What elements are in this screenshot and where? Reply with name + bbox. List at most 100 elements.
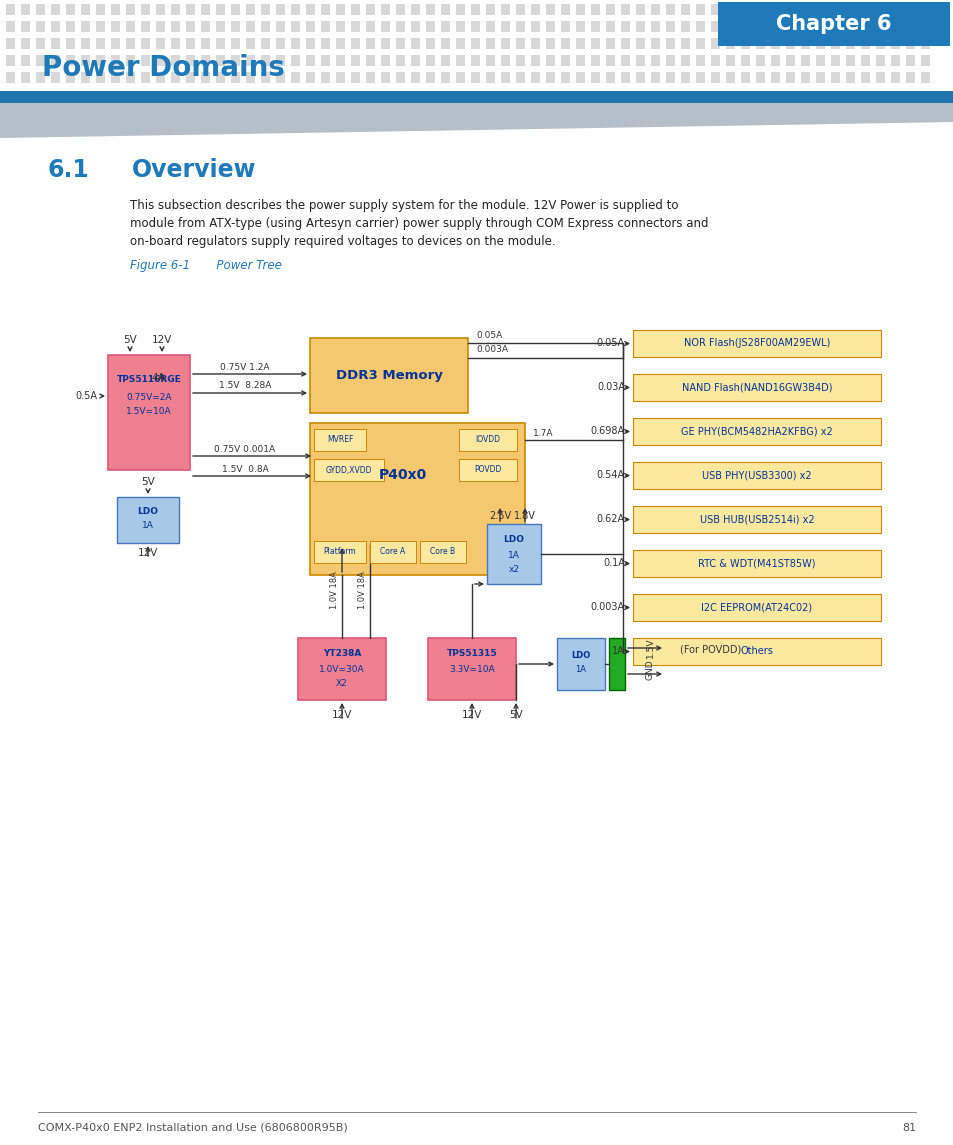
Bar [306, 38, 314, 49]
Bar [725, 21, 734, 32]
Text: USB HUB(USB2514i) x2: USB HUB(USB2514i) x2 [699, 514, 814, 524]
Text: TPS5116RGE: TPS5116RGE [116, 376, 181, 385]
Text: 0.1A: 0.1A [602, 559, 624, 569]
Bar [456, 72, 464, 82]
Bar [335, 38, 345, 49]
Bar [485, 3, 495, 15]
Bar [725, 55, 734, 66]
Bar [861, 3, 869, 15]
Bar [576, 72, 584, 82]
Bar [426, 3, 435, 15]
Bar [875, 38, 884, 49]
Bar [335, 3, 345, 15]
Bar [576, 21, 584, 32]
Bar [310, 423, 524, 575]
Bar [696, 55, 704, 66]
Text: 0.5A: 0.5A [75, 390, 97, 401]
Bar [785, 38, 794, 49]
Bar [590, 55, 599, 66]
Bar [246, 55, 254, 66]
Bar [875, 55, 884, 66]
Bar [620, 38, 629, 49]
Bar [261, 72, 270, 82]
Text: IOVDD: IOVDD [475, 435, 500, 444]
Bar [456, 21, 464, 32]
Bar [605, 38, 615, 49]
Bar [485, 38, 495, 49]
Bar [111, 72, 120, 82]
Bar [486, 524, 540, 584]
Bar [66, 21, 75, 32]
Bar [516, 3, 524, 15]
Bar [314, 459, 384, 481]
Polygon shape [0, 103, 953, 139]
Text: 0.75V 0.001A: 0.75V 0.001A [214, 444, 275, 453]
Bar [560, 72, 569, 82]
Bar [560, 38, 569, 49]
Bar [171, 3, 180, 15]
Bar [740, 3, 749, 15]
Bar [815, 38, 824, 49]
Bar [440, 21, 450, 32]
Bar [456, 55, 464, 66]
Bar [411, 3, 419, 15]
Bar [770, 55, 780, 66]
Bar [186, 55, 194, 66]
Bar [620, 21, 629, 32]
Bar [845, 38, 854, 49]
Bar [395, 55, 405, 66]
Text: 0.54A: 0.54A [597, 471, 624, 481]
Bar [875, 3, 884, 15]
Bar [830, 3, 840, 15]
Bar [351, 55, 359, 66]
Bar [557, 638, 604, 690]
Text: 1.7A: 1.7A [533, 428, 553, 437]
Text: 1.0V=30A: 1.0V=30A [319, 664, 364, 673]
Bar [261, 55, 270, 66]
Bar [770, 3, 780, 15]
Bar [246, 38, 254, 49]
Bar [830, 55, 840, 66]
Bar [633, 594, 880, 621]
Bar [590, 72, 599, 82]
Bar [785, 3, 794, 15]
Text: 1.5V  0.8A: 1.5V 0.8A [221, 465, 268, 474]
Bar [335, 21, 345, 32]
Bar [516, 72, 524, 82]
Bar [156, 72, 165, 82]
Text: 1.5V  8.28A: 1.5V 8.28A [218, 381, 271, 390]
Bar [411, 55, 419, 66]
Text: 1.5V=10A: 1.5V=10A [126, 408, 172, 417]
Text: P40x0: P40x0 [378, 468, 426, 482]
Bar [111, 21, 120, 32]
Bar [718, 2, 949, 46]
Bar [291, 21, 299, 32]
Text: Chapter 6: Chapter 6 [776, 14, 891, 34]
Bar [156, 21, 165, 32]
Bar [680, 55, 689, 66]
Bar [126, 72, 135, 82]
Bar [440, 55, 450, 66]
Bar [96, 21, 105, 32]
Text: MVREF: MVREF [327, 435, 353, 444]
Bar [516, 38, 524, 49]
Bar [261, 21, 270, 32]
Bar [126, 38, 135, 49]
Bar [36, 72, 45, 82]
Bar [66, 72, 75, 82]
Bar [605, 72, 615, 82]
Bar [440, 38, 450, 49]
Bar [186, 3, 194, 15]
Bar [650, 38, 659, 49]
Bar [755, 72, 764, 82]
Text: 0.62A: 0.62A [597, 514, 624, 524]
Bar [6, 55, 15, 66]
Text: 6.1: 6.1 [48, 158, 90, 182]
Text: RTC & WDT(M41ST85W): RTC & WDT(M41ST85W) [698, 559, 815, 569]
Bar [96, 38, 105, 49]
Text: 5V: 5V [141, 477, 154, 487]
Text: Platform: Platform [323, 547, 355, 556]
Bar [471, 21, 479, 32]
Bar [770, 38, 780, 49]
Bar [770, 21, 780, 32]
